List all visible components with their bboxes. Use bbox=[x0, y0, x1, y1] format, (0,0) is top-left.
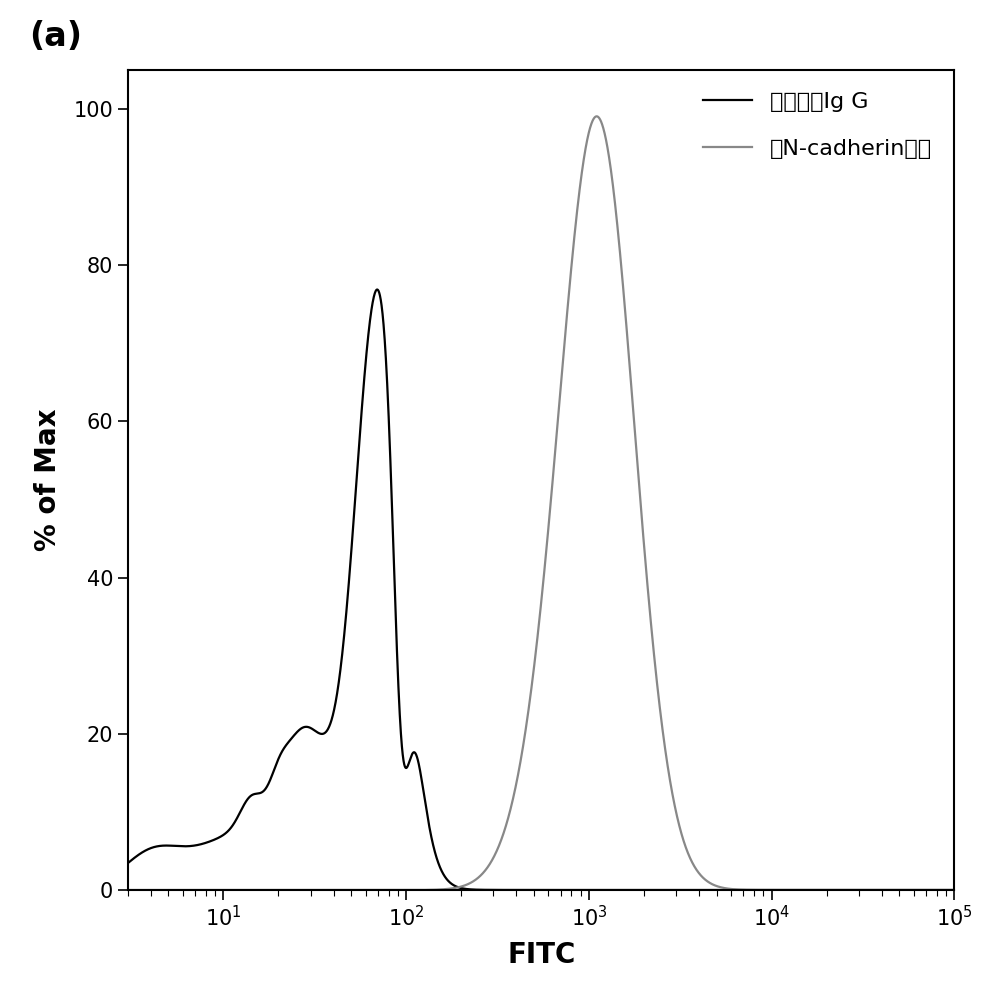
抗N-cadherin抗体 bbox=[802, 884, 814, 896]
Line: 抗N-cadherin抗体: 抗N-cadherin抗体 bbox=[128, 116, 954, 890]
同型对照Ig G bbox=[949, 884, 960, 896]
抗N-cadherin抗体 bbox=[739, 884, 751, 896]
同型对照Ig G bbox=[438, 869, 450, 881]
同型对照Ig G bbox=[618, 884, 630, 896]
抗N-cadherin抗体 bbox=[122, 884, 134, 896]
抗N-cadherin抗体 bbox=[949, 884, 960, 896]
同型对照Ig G bbox=[659, 884, 671, 896]
抗N-cadherin抗体 bbox=[618, 289, 630, 301]
Text: (a): (a) bbox=[30, 20, 83, 53]
同型对照Ig G bbox=[739, 884, 751, 896]
抗N-cadherin抗体 bbox=[590, 110, 602, 122]
抗N-cadherin抗体 bbox=[438, 883, 450, 895]
抗N-cadherin抗体 bbox=[659, 746, 671, 758]
同型对照Ig G bbox=[371, 284, 383, 296]
X-axis label: FITC: FITC bbox=[507, 941, 576, 969]
同型对照Ig G bbox=[802, 884, 814, 896]
同型对照Ig G bbox=[273, 754, 284, 766]
Legend: 同型对照Ig G, 抗N-cadherin抗体: 同型对照Ig G, 抗N-cadherin抗体 bbox=[693, 81, 944, 170]
Line: 同型对照Ig G: 同型对照Ig G bbox=[128, 290, 954, 890]
同型对照Ig G bbox=[122, 857, 134, 869]
抗N-cadherin抗体 bbox=[273, 884, 284, 896]
Y-axis label: % of Max: % of Max bbox=[34, 409, 62, 551]
